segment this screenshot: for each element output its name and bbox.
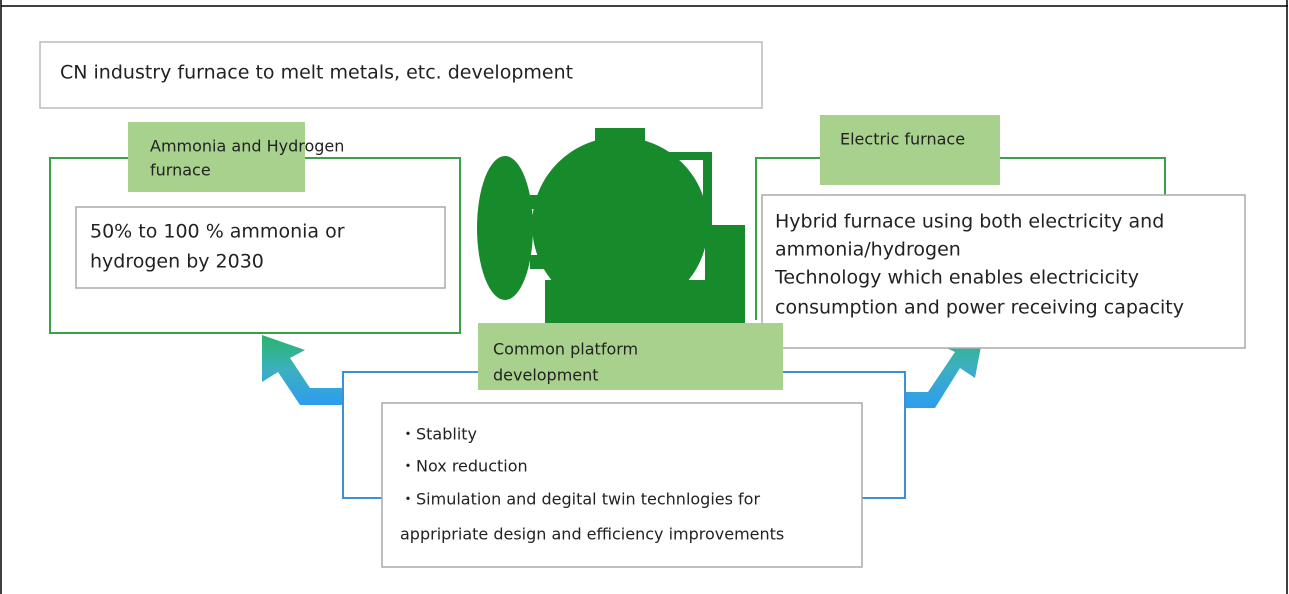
right-label-box [820,115,1000,185]
title: CN industry furnace to melt metals, etc.… [60,62,573,84]
center-item: appripriate design and efficiency improv… [400,525,784,544]
right-text: Hybrid furnace using both electricity an… [775,211,1164,233]
center-text-box [381,402,863,568]
center-label: Common platform [493,340,638,359]
arrow-left [262,335,345,405]
center-item: ・Nox reduction [400,457,528,476]
center-label: development [493,366,599,385]
left-text: 50% to 100 % ammonia or [90,221,345,243]
right-text: Technology which enables electricicity [774,267,1139,289]
right-text: ammonia/hydrogen [775,239,961,261]
center-item: ・Stablity [400,425,477,444]
center-label-box [478,323,783,390]
left-label: Ammonia and Hydrogen [150,137,344,156]
center-item: ・Simulation and degital twin technlogies… [400,490,760,509]
title-box [39,41,763,109]
right-label: Electric furnace [840,130,965,149]
left-text: hydrogen by 2030 [90,251,264,273]
left-label-box [128,122,305,192]
left-label: furnace [150,161,211,180]
furnace-icon [477,128,745,325]
right-text-box [761,194,1246,349]
right-text: consumption and power receiving capacity [775,297,1184,319]
left-text-box [75,206,446,289]
